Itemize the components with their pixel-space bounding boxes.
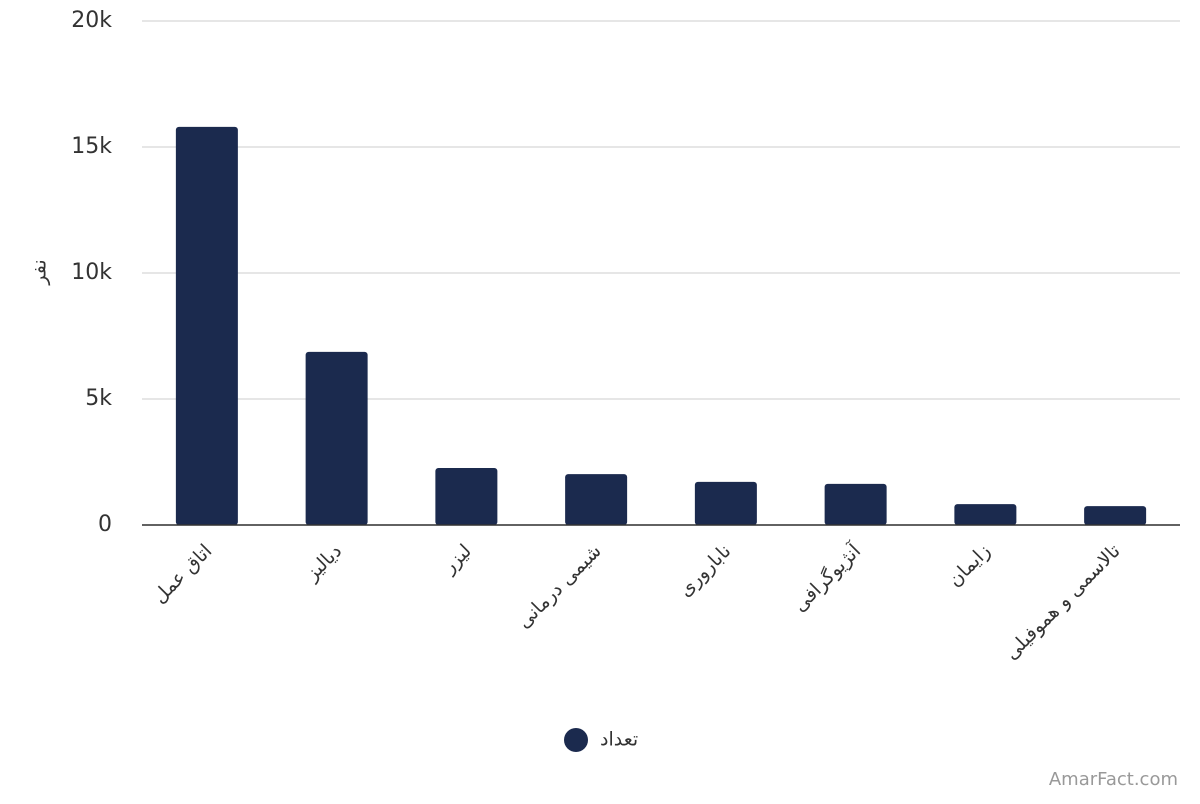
- y-tick-label: 15k: [71, 134, 112, 159]
- credit: AmarFact.com: [1049, 769, 1178, 790]
- bar: [1084, 506, 1147, 525]
- y-tick-label: 20k: [71, 8, 112, 33]
- legend-marker: [564, 728, 588, 752]
- bar: [435, 468, 498, 525]
- y-axis-label: نفر: [29, 259, 51, 285]
- x-tick-label: زایمان: [944, 540, 995, 591]
- x-tick-label: شیمی درمانی: [513, 540, 606, 633]
- x-tick-label: ناباروری: [674, 540, 735, 601]
- bar: [694, 481, 757, 525]
- y-tick-label: 5k: [85, 386, 112, 411]
- bar: [954, 504, 1017, 525]
- legend-label: تعداد: [600, 729, 638, 751]
- x-tick-label: لیزر: [438, 540, 476, 578]
- bar: [175, 126, 238, 525]
- y-tick-label: 0: [98, 512, 112, 537]
- x-tick-label: تالاسمی و هموفیلی: [1000, 540, 1124, 664]
- y-tick-label: 10k: [71, 260, 112, 285]
- bar: [565, 474, 628, 525]
- x-tick-label: دیالیز: [301, 540, 347, 586]
- x-tick-label: آنژیوگرافی: [787, 538, 865, 616]
- bar: [305, 351, 368, 525]
- x-tick-label: اتاق عمل: [149, 540, 217, 608]
- bar: [824, 483, 887, 525]
